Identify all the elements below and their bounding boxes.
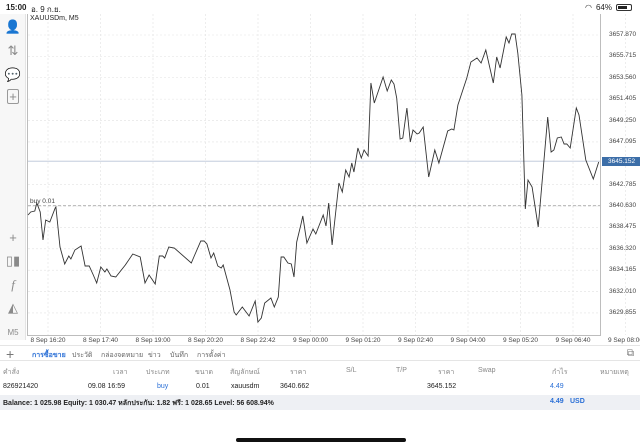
add-icon[interactable]: +: [6, 346, 15, 362]
status-right: ◠ 64%: [585, 3, 632, 12]
order-symbol: xauusdm: [231, 383, 260, 390]
price-tick: 3657.870: [609, 31, 637, 38]
col-price: ราคา: [438, 369, 455, 376]
col-type: ประเภท: [146, 369, 170, 376]
time-tick: 8 Sep 22:42: [240, 337, 276, 344]
order-time: 09.08 16:59: [88, 383, 125, 390]
objects-icon[interactable]: ◭: [8, 300, 18, 315]
wifi-icon: ◠: [585, 3, 592, 12]
chart-symbol: XAUUSDm, M5: [30, 15, 79, 22]
time-tick: 9 Sep 08:00: [607, 337, 640, 344]
date: อ. 9 ก.ย.: [31, 5, 61, 14]
time-tick: 9 Sep 05:20: [502, 337, 539, 344]
chat-icon[interactable]: 💬: [4, 67, 22, 82]
price-tick: 3647.095: [609, 137, 637, 145]
price-tick: 3636.320: [609, 244, 637, 252]
col-profit: กำไร: [552, 369, 568, 376]
order-line-label: buy 0.01: [30, 197, 55, 205]
trade-arrows-icon[interactable]: ⇅: [7, 43, 19, 58]
time-tick: 8 Sep 20:20: [187, 337, 224, 344]
battery-icon: [616, 4, 632, 11]
price-line: [27, 33, 600, 324]
price-chart[interactable]: [27, 14, 601, 336]
battery-percent: 64%: [595, 3, 612, 12]
time-tick: 8 Sep 17:40: [82, 337, 119, 344]
clock: 15:00: [6, 3, 27, 12]
col-symbol: สัญลักษณ์: [230, 369, 260, 376]
price-tick: 3629.855: [609, 308, 637, 316]
crosshair-icon[interactable]: +: [9, 230, 17, 245]
order-profit: 4.49: [550, 383, 564, 390]
tab-trade[interactable]: การซื้อขาย: [32, 352, 66, 359]
table-header: คำสั่ง เวลา ประเภท ขนาด สัญลักษณ์ ราคา S…: [0, 364, 640, 378]
tab-journal[interactable]: บันทึก: [170, 352, 189, 359]
price-tick: 3638.475: [609, 223, 637, 231]
balance-bar: Balance: 1 025.98 Equity: 1 030.47 หลักป…: [0, 395, 640, 410]
currency: USD: [570, 398, 585, 405]
col-order: คำสั่ง: [3, 369, 20, 376]
order-id: 826921420: [3, 383, 39, 390]
tab-history[interactable]: ประวัติ: [72, 352, 93, 359]
tab-settings[interactable]: การตั้งค่า: [197, 352, 226, 359]
col-sl: S/L: [346, 367, 357, 374]
new-document-icon[interactable]: +: [7, 89, 19, 104]
layout-icon[interactable]: ⧉: [626, 348, 634, 359]
col-time: เวลา: [113, 369, 128, 376]
timeframe-button[interactable]: M5: [7, 328, 19, 337]
price-tick: 3655.715: [609, 52, 637, 60]
col-swap: Swap: [478, 367, 496, 374]
col-volume: ขนาด: [195, 369, 214, 376]
table-row[interactable]: 826921420 09.08 16:59 buy 0.01 xauusdm 3…: [0, 380, 640, 394]
time-tick: 9 Sep 01:20: [345, 337, 381, 344]
price-tick: 3642.785: [609, 180, 637, 188]
home-indicator: [236, 438, 406, 442]
price-tick: 3632.010: [609, 287, 637, 295]
order-open-price: 3640.662: [280, 383, 310, 390]
time-tick: 9 Sep 06:40: [555, 337, 591, 344]
price-tick: 3640.630: [609, 202, 637, 210]
balance-summary: Balance: 1 025.98 Equity: 1 030.47 หลักป…: [3, 400, 274, 407]
time-tick: 9 Sep 02:40: [397, 337, 434, 344]
tab-mailbox[interactable]: กล่องจดหมาย: [101, 352, 144, 359]
current-price-tag: 3645.152: [602, 156, 640, 166]
time-tick: 8 Sep 19:00: [135, 337, 171, 344]
tab-news[interactable]: ข่าว: [148, 352, 161, 359]
price-tick: 3651.405: [609, 95, 637, 103]
price-tick: 3653.560: [609, 73, 637, 81]
time-tick: 8 Sep 16:20: [30, 337, 66, 344]
status-bar: 15:00 อ. 9 ก.ย. ◠ 64%: [0, 0, 640, 14]
order-current-price: 3645.152: [427, 383, 457, 390]
price-tick: 3634.165: [609, 266, 637, 274]
col-comment: หมายเหตุ: [600, 369, 629, 376]
col-open-price: ราคา: [290, 369, 307, 376]
indicators-icon[interactable]: f: [11, 277, 15, 292]
left-toolbar: 👤 ⇅ 💬 + + ▯▮ f ◭ M5: [0, 14, 26, 340]
toolbox-tabs: + การซื้อขาย ประวัติ กล่องจดหมาย ข่าว บั…: [0, 345, 640, 362]
time-tick: 9 Sep 00:00: [292, 337, 329, 344]
account-icon[interactable]: 👤: [4, 19, 22, 34]
candlesticks-icon[interactable]: ▯▮: [5, 253, 21, 268]
col-tp: T/P: [396, 367, 407, 374]
order-type: buy: [157, 383, 169, 390]
price-tick: 3649.250: [609, 116, 637, 124]
time-tick: 9 Sep 04:00: [450, 337, 486, 344]
total-profit: 4.49: [550, 398, 564, 405]
order-volume: 0.01: [196, 383, 210, 390]
